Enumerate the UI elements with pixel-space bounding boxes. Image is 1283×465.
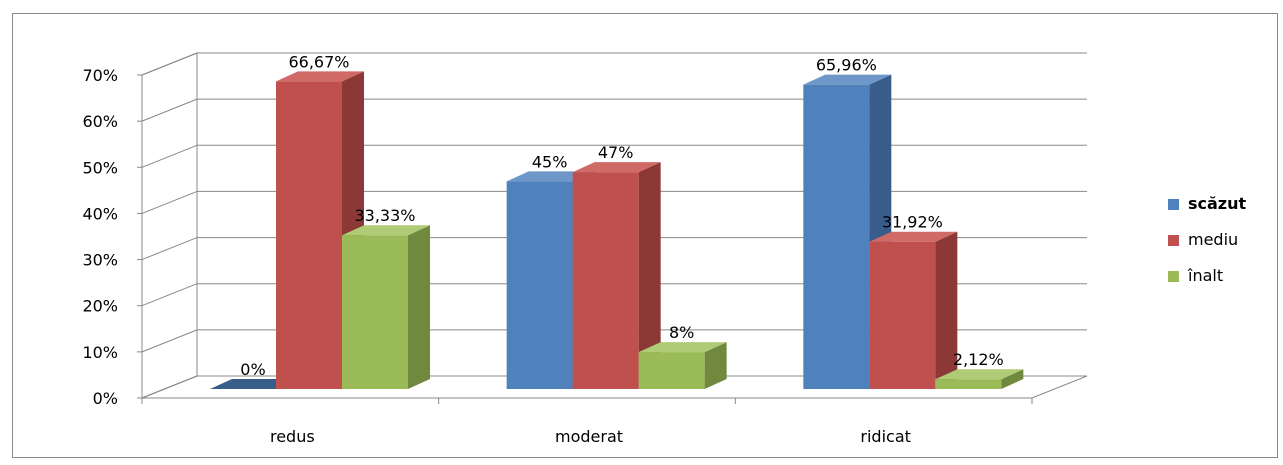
legend-label: înalt <box>1187 266 1223 285</box>
bar-top <box>276 71 364 82</box>
data-label: 33,33% <box>354 206 415 225</box>
bar-top <box>638 342 727 353</box>
gridline-side <box>141 237 198 261</box>
gridline-side <box>141 144 198 168</box>
y-tick-label: 20% <box>82 297 118 316</box>
y-tick-label: 0% <box>93 389 118 408</box>
x-category-label: redus <box>270 427 315 446</box>
legend-swatch <box>1168 235 1179 246</box>
bar-top <box>935 369 1024 380</box>
y-tick-label: 70% <box>82 66 118 85</box>
y-tick-label: 60% <box>82 112 118 131</box>
legend-swatch <box>1168 271 1179 282</box>
y-tick-label: 30% <box>82 251 118 270</box>
legend-label: mediu <box>1188 230 1238 249</box>
gridline-side <box>141 329 198 353</box>
bar-side <box>638 162 661 389</box>
bar-front <box>803 84 870 389</box>
gridline-side <box>141 98 198 122</box>
x-category-label: moderat <box>555 427 623 446</box>
gridline-side <box>141 190 198 214</box>
data-label: 0% <box>240 360 265 379</box>
bar-top <box>342 225 430 236</box>
bar-side <box>935 231 958 389</box>
y-tick-label: 50% <box>82 158 118 177</box>
bar-top <box>572 162 661 173</box>
bar-side <box>408 225 430 389</box>
bar-side <box>1001 369 1024 389</box>
bar-front <box>342 235 408 389</box>
bar-top <box>869 231 958 242</box>
bar-front <box>276 81 342 389</box>
y-tick-label: 10% <box>82 343 118 362</box>
y-tick-label: 40% <box>82 204 118 223</box>
data-label: 65,96% <box>816 56 877 75</box>
legend-swatch <box>1168 199 1179 210</box>
bar-front <box>869 241 936 389</box>
gridline-side <box>141 52 198 76</box>
data-label: 45% <box>532 152 568 171</box>
side-wall <box>141 52 198 399</box>
data-label: 47% <box>598 143 634 162</box>
legend-label: scăzut <box>1188 194 1247 213</box>
bar-front <box>506 181 573 389</box>
data-label: 66,67% <box>288 52 349 71</box>
data-label: 2,12% <box>953 350 1004 369</box>
bar-front <box>935 379 1002 389</box>
bar-side <box>704 342 727 389</box>
data-label: 8% <box>669 323 694 342</box>
bar-top <box>803 74 892 85</box>
bar-front <box>572 172 639 389</box>
bar-front <box>638 352 705 389</box>
data-label: 31,92% <box>882 213 943 232</box>
x-category-label: ridicat <box>860 427 911 446</box>
gridline-side <box>141 283 198 307</box>
